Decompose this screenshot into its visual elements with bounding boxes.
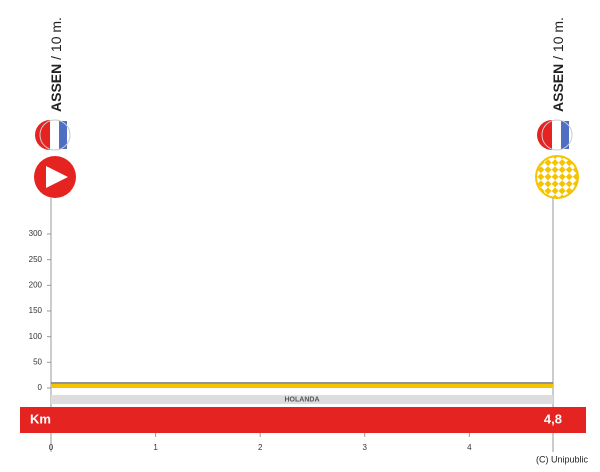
country-label: HOLANDA bbox=[285, 396, 320, 403]
km-bar bbox=[20, 407, 586, 433]
finish-altitude: / 10 m. bbox=[550, 17, 566, 60]
x-tick-label: 2 bbox=[258, 443, 263, 452]
y-tick-label: 300 bbox=[29, 229, 43, 238]
country-band bbox=[51, 395, 553, 404]
start-altitude: / 10 m. bbox=[48, 17, 64, 60]
finish-label: ASSEN / 10 m. bbox=[550, 17, 566, 112]
x-tick-label: 1 bbox=[153, 443, 158, 452]
start-flag bbox=[35, 119, 71, 151]
start-label: ASSEN / 10 m. bbox=[48, 17, 64, 112]
credit: (C) Unipublic bbox=[536, 454, 589, 464]
x-tick-label: 3 bbox=[363, 443, 368, 452]
start-icon bbox=[34, 156, 76, 198]
y-tick-label: 150 bbox=[29, 306, 43, 315]
start-name: ASSEN bbox=[48, 64, 64, 112]
x-tick-label: 0 bbox=[49, 443, 54, 452]
y-tick-label: 250 bbox=[29, 255, 43, 264]
profile-area bbox=[51, 382, 553, 388]
finish-name: ASSEN bbox=[550, 64, 566, 112]
y-tick-label: 200 bbox=[29, 280, 43, 289]
y-tick-label: 50 bbox=[33, 357, 42, 366]
y-tick-label: 0 bbox=[38, 383, 43, 392]
finish-icon bbox=[535, 155, 579, 199]
x-label: Km bbox=[30, 411, 51, 426]
x-tick-label: 4 bbox=[467, 443, 472, 452]
distance-label: 4,8 bbox=[544, 411, 562, 426]
y-tick-label: 100 bbox=[29, 332, 43, 341]
finish-flag bbox=[537, 119, 573, 151]
